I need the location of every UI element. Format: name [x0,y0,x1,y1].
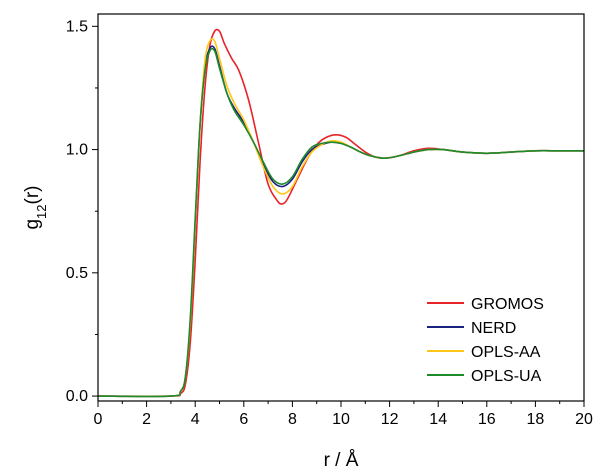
x-tick-label: 2 [142,411,151,428]
y-axis-title-main: g [22,219,43,230]
y-axis-title-sub: 12 [34,204,49,218]
x-tick-label: 18 [527,411,545,428]
series-line-gromos [98,28,584,398]
series-line-opls-ua [98,47,584,398]
y-axis-title: g12(r) [22,185,49,229]
x-tick-label: 6 [239,411,248,428]
legend-label-gromos: GROMOS [471,296,544,313]
y-tick-label: 0.5 [66,265,88,282]
legend-label-nerd: NERD [471,320,516,337]
x-tick-label: 0 [94,411,103,428]
legend-label-opls-ua: OPLS-UA [471,368,542,385]
tick-labels-layer: 0 2 4 6 8 10 12 14 16 18 20 0.0 0.5 1.0 1.5 [66,18,593,428]
y-axis-title-tail: (r) [22,185,43,204]
y-tick-label: 1.5 [66,18,88,35]
x-tick-label: 16 [478,411,496,428]
plot-frame [97,13,585,402]
x-tick-label: 20 [575,411,593,428]
x-axis-title: r / Å [324,450,359,471]
series-line-opls-aa [98,38,584,398]
y-tick-label: 1.0 [66,142,88,159]
series-layer [98,28,584,398]
legend: GROMOS NERD OPLS-AA OPLS-UA [427,296,544,385]
x-tick-label: 10 [332,411,350,428]
y-tick-label: 0.0 [66,388,88,405]
x-tick-label: 4 [191,411,200,428]
legend-label-opls-aa: OPLS-AA [471,344,541,361]
x-tick-label: 8 [288,411,297,428]
ticks-layer [92,25,585,407]
x-tick-label: 12 [381,411,399,428]
x-tick-label: 14 [429,411,447,428]
